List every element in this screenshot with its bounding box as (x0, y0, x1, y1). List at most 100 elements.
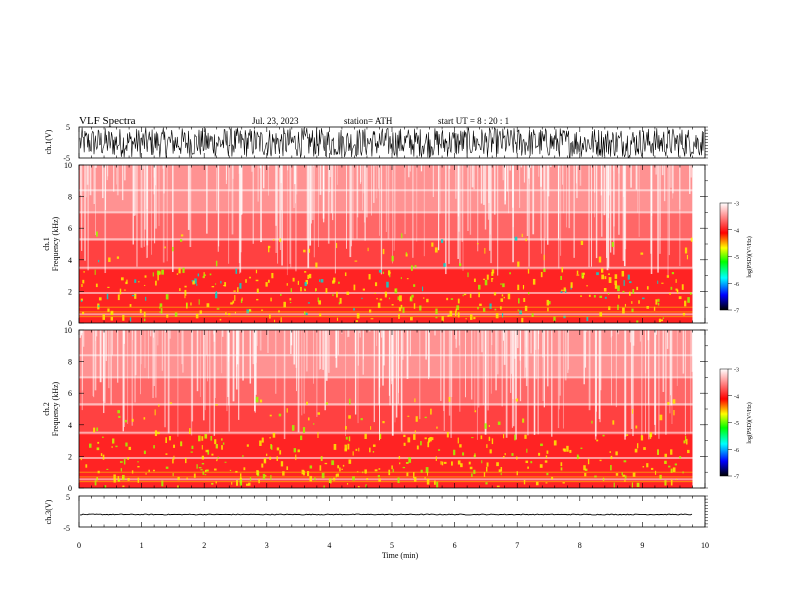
spec-streak (164, 330, 167, 332)
spec-burst (628, 291, 631, 296)
spec-burst (523, 285, 525, 288)
spec-streak (116, 165, 117, 185)
spec-burst (271, 272, 274, 279)
spec-burst (259, 440, 262, 446)
spec-streak (598, 330, 600, 420)
spec-burst (403, 434, 406, 437)
spec-burst (672, 467, 676, 473)
spec-burst (111, 446, 113, 448)
spec-burst (134, 279, 137, 283)
spec-burst (125, 281, 128, 285)
freq-tick-label: 10 (64, 161, 72, 170)
spec-streak (389, 330, 391, 406)
spec-streak (106, 165, 108, 181)
spec-burst (382, 421, 385, 424)
spec-burst (400, 304, 403, 309)
spec-streak (480, 165, 483, 204)
spec-burst (123, 458, 126, 465)
spec-burst (591, 420, 593, 424)
spec-streak (385, 165, 387, 232)
spec-burst (491, 271, 494, 276)
spec-streak (236, 330, 239, 365)
spec-burst (586, 316, 589, 322)
spec-burst (516, 456, 518, 460)
spec-burst (610, 465, 612, 471)
spec-burst (662, 317, 665, 319)
spec-streak (565, 165, 567, 228)
spec-streak (352, 165, 354, 240)
spec-burst (221, 445, 223, 450)
spec-streak (595, 165, 598, 259)
spec-streak (670, 330, 672, 396)
spec-burst (491, 438, 494, 445)
spec-burst (94, 480, 97, 486)
spec-burst (583, 465, 586, 471)
spec-streak (135, 165, 137, 216)
spec-burst (391, 465, 393, 470)
spec-burst (500, 298, 504, 302)
spec-burst (596, 272, 599, 276)
spec-streak (81, 330, 84, 391)
spec-burst (670, 286, 673, 290)
spec-streak (280, 165, 282, 184)
spec-streak (322, 330, 324, 370)
spec-burst (307, 471, 310, 476)
freq-tick-label: 8 (68, 193, 72, 202)
spec-burst (377, 302, 381, 309)
spec-streak (313, 330, 314, 384)
spec-streak (638, 165, 640, 237)
spec-burst (686, 438, 688, 445)
spec-streak (290, 330, 292, 354)
spec-streak (440, 330, 442, 402)
spec-streak (647, 330, 649, 405)
spec-streak (217, 165, 219, 252)
spec-streak (514, 330, 516, 359)
spec-burst (355, 320, 358, 322)
spec-streak (540, 165, 542, 241)
spec-streak (658, 330, 660, 439)
spec-streak (87, 165, 89, 271)
spec-streak (327, 165, 330, 244)
spec-burst (338, 281, 340, 284)
spec-streak (594, 165, 595, 218)
spec-burst (335, 474, 337, 478)
spec-burst (641, 297, 645, 300)
spec-burst (157, 274, 159, 281)
spec-burst (388, 297, 391, 300)
spec-streak (204, 330, 206, 411)
spec-streak (214, 330, 216, 398)
spec-burst (398, 307, 402, 312)
spec-burst (258, 478, 260, 484)
spec-burst (309, 475, 313, 482)
spec-burst (672, 399, 676, 404)
spec-streak (562, 165, 563, 185)
spec-streak (505, 330, 508, 438)
spec-burst (215, 260, 218, 267)
spec-burst (160, 308, 163, 314)
spec-streak (496, 330, 499, 375)
spec-streak (232, 165, 234, 179)
spec-burst (332, 294, 334, 297)
spec-burst (128, 446, 132, 451)
spec-streak (690, 330, 692, 434)
spec-burst (562, 482, 565, 484)
spec-streak (330, 165, 332, 214)
spec-burst (349, 398, 351, 405)
spec-burst (246, 483, 249, 486)
spec-streak (296, 165, 298, 195)
spec-burst (410, 265, 413, 271)
spec-burst (516, 471, 518, 476)
spec-burst (514, 236, 518, 241)
spec-burst (397, 477, 400, 484)
spec-burst (202, 471, 205, 475)
spec-burst (360, 418, 363, 421)
spec-streak (448, 165, 450, 264)
spec-streak (611, 330, 612, 406)
spec-streak (504, 165, 506, 201)
spec-burst (129, 317, 132, 322)
spec-burst (89, 443, 92, 448)
spec-burst (352, 476, 355, 481)
spec-streak (348, 330, 350, 337)
spec-burst (560, 275, 563, 280)
spec-streak (376, 165, 378, 199)
